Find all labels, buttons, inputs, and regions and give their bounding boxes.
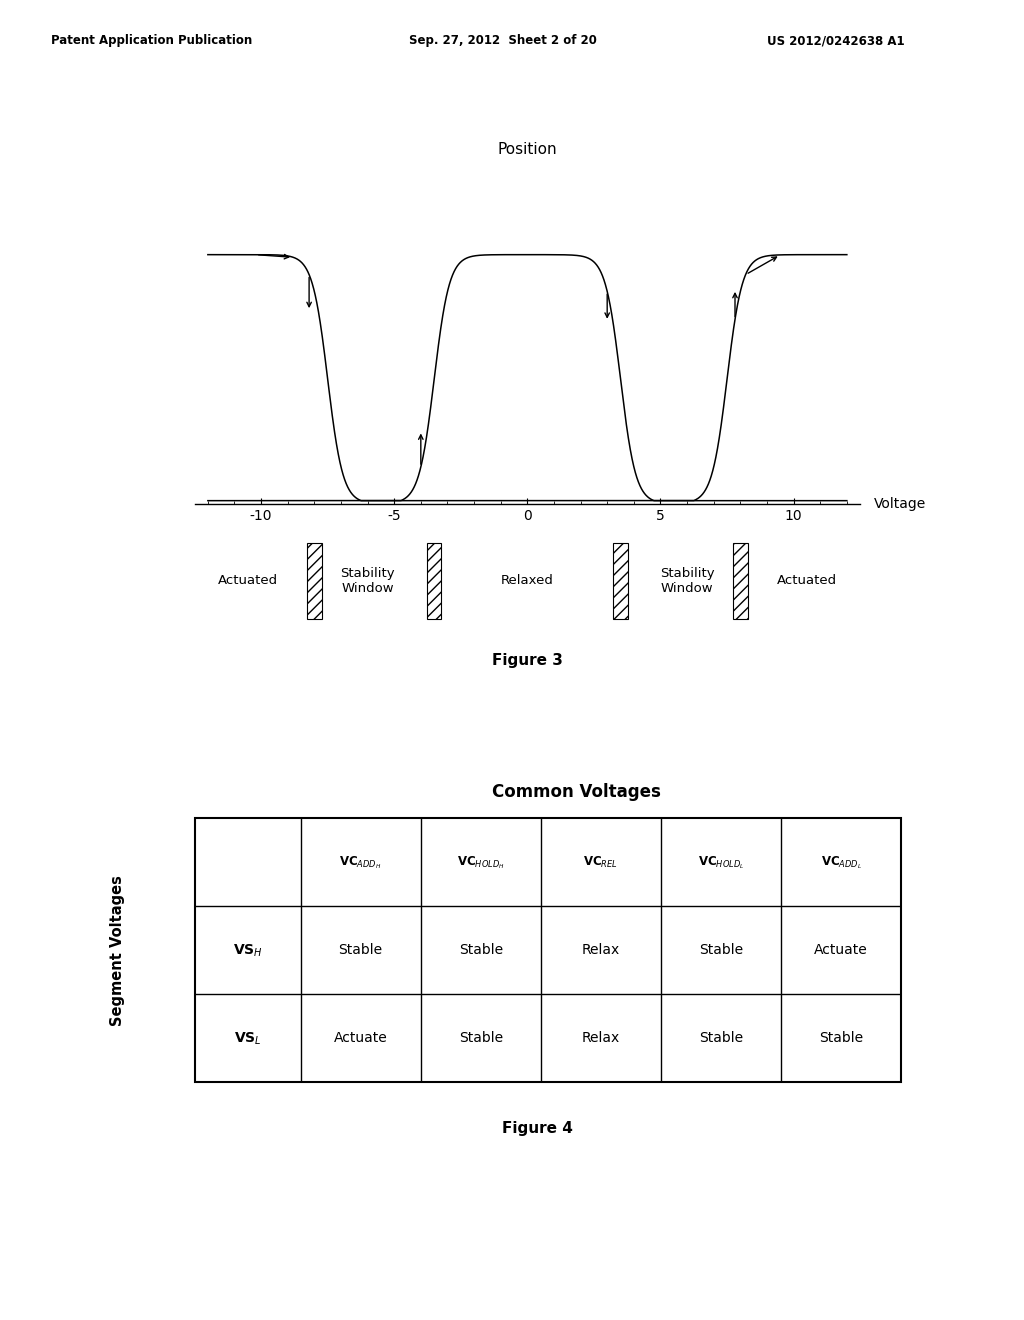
- Text: Voltage: Voltage: [873, 496, 926, 511]
- Text: Position: Position: [498, 143, 557, 157]
- Text: Segment Voltages: Segment Voltages: [111, 875, 125, 1026]
- Text: VC$_{ADD_H}$: VC$_{ADD_H}$: [339, 854, 382, 871]
- Text: Actuate: Actuate: [814, 944, 868, 957]
- Text: Stability
Window: Stability Window: [340, 566, 395, 595]
- Text: Common Voltages: Common Voltages: [492, 783, 660, 801]
- Text: Relax: Relax: [582, 1031, 620, 1045]
- Text: Relaxed: Relaxed: [501, 574, 554, 587]
- Text: VS$_{H}$: VS$_{H}$: [232, 942, 262, 958]
- Text: Stable: Stable: [699, 1031, 743, 1045]
- Text: Actuated: Actuated: [218, 574, 278, 587]
- Text: Relax: Relax: [582, 944, 620, 957]
- Text: Stable: Stable: [699, 944, 743, 957]
- Text: Figure 4: Figure 4: [502, 1121, 573, 1137]
- Text: VC$_{ADD_L}$: VC$_{ADD_L}$: [820, 854, 861, 871]
- Text: Stability
Window: Stability Window: [659, 566, 715, 595]
- Text: Actuate: Actuate: [334, 1031, 387, 1045]
- Text: Stable: Stable: [459, 1031, 503, 1045]
- Bar: [613, 543, 628, 619]
- Text: VC$_{HOLD_L}$: VC$_{HOLD_L}$: [697, 854, 744, 871]
- Text: VC$_{REL}$: VC$_{REL}$: [584, 855, 618, 870]
- Text: Patent Application Publication: Patent Application Publication: [51, 34, 253, 48]
- Text: Sep. 27, 2012  Sheet 2 of 20: Sep. 27, 2012 Sheet 2 of 20: [410, 34, 597, 48]
- Text: Stable: Stable: [459, 944, 503, 957]
- Text: Figure 3: Figure 3: [492, 652, 563, 668]
- Bar: [733, 543, 748, 619]
- Text: US 2012/0242638 A1: US 2012/0242638 A1: [767, 34, 905, 48]
- Bar: [427, 543, 441, 619]
- Text: Stable: Stable: [819, 1031, 863, 1045]
- Bar: [307, 543, 322, 619]
- Text: VC$_{HOLD_H}$: VC$_{HOLD_H}$: [457, 854, 505, 871]
- Text: VS$_{L}$: VS$_{L}$: [233, 1030, 261, 1047]
- Text: Actuated: Actuated: [777, 574, 837, 587]
- Text: Stable: Stable: [339, 944, 383, 957]
